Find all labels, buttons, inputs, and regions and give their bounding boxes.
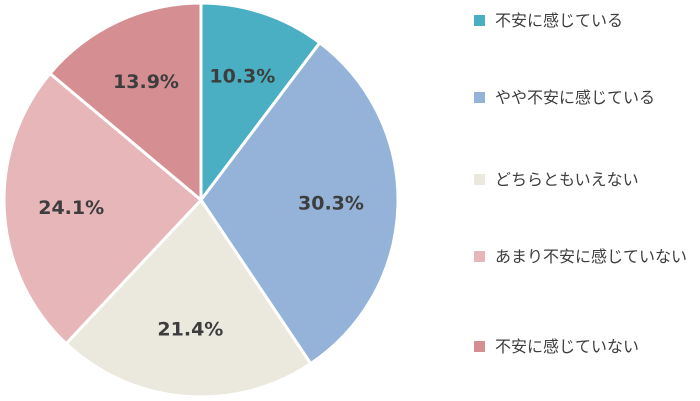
pie-slice-4 <box>48 1 203 202</box>
legend-swatch-0 <box>474 15 485 26</box>
pie-slice-0 <box>199 1 322 202</box>
legend-label-2: どちらともいえない <box>495 170 639 189</box>
legend-label-4: 不安に感じていない <box>495 337 640 356</box>
pie-value-label-3: 24.1% <box>38 197 104 219</box>
legend-label-0: 不安に感じている <box>495 11 624 30</box>
pie-value-label-2: 21.4% <box>157 319 223 341</box>
legend-label-1: やや不安に感じている <box>495 88 656 107</box>
legend-swatch-1 <box>474 92 485 103</box>
legend-swatch-2 <box>474 174 485 185</box>
pie-slice-3 <box>2 71 203 346</box>
pie-value-label-0: 10.3% <box>209 66 275 88</box>
pie-slices <box>2 1 400 399</box>
legend-swatch-3 <box>474 251 485 262</box>
legend-swatch-4 <box>474 341 485 352</box>
pie-slice-2 <box>64 198 313 399</box>
legend-label-3: あまり不安に感じていない <box>495 247 688 266</box>
pie-value-label-1: 30.3% <box>298 193 364 215</box>
pie-value-labels: 10.3% 30.3% 21.4% 24.1% 13.9% <box>38 66 364 341</box>
pie-slice-1 <box>199 41 400 366</box>
pie-chart: 10.3% 30.3% 21.4% 24.1% 13.9% <box>2 1 400 399</box>
pie-value-label-4: 13.9% <box>113 71 179 93</box>
chart-legend: 不安に感じている やや不安に感じている どちらともいえない あまり不安に感じてい… <box>470 0 700 401</box>
